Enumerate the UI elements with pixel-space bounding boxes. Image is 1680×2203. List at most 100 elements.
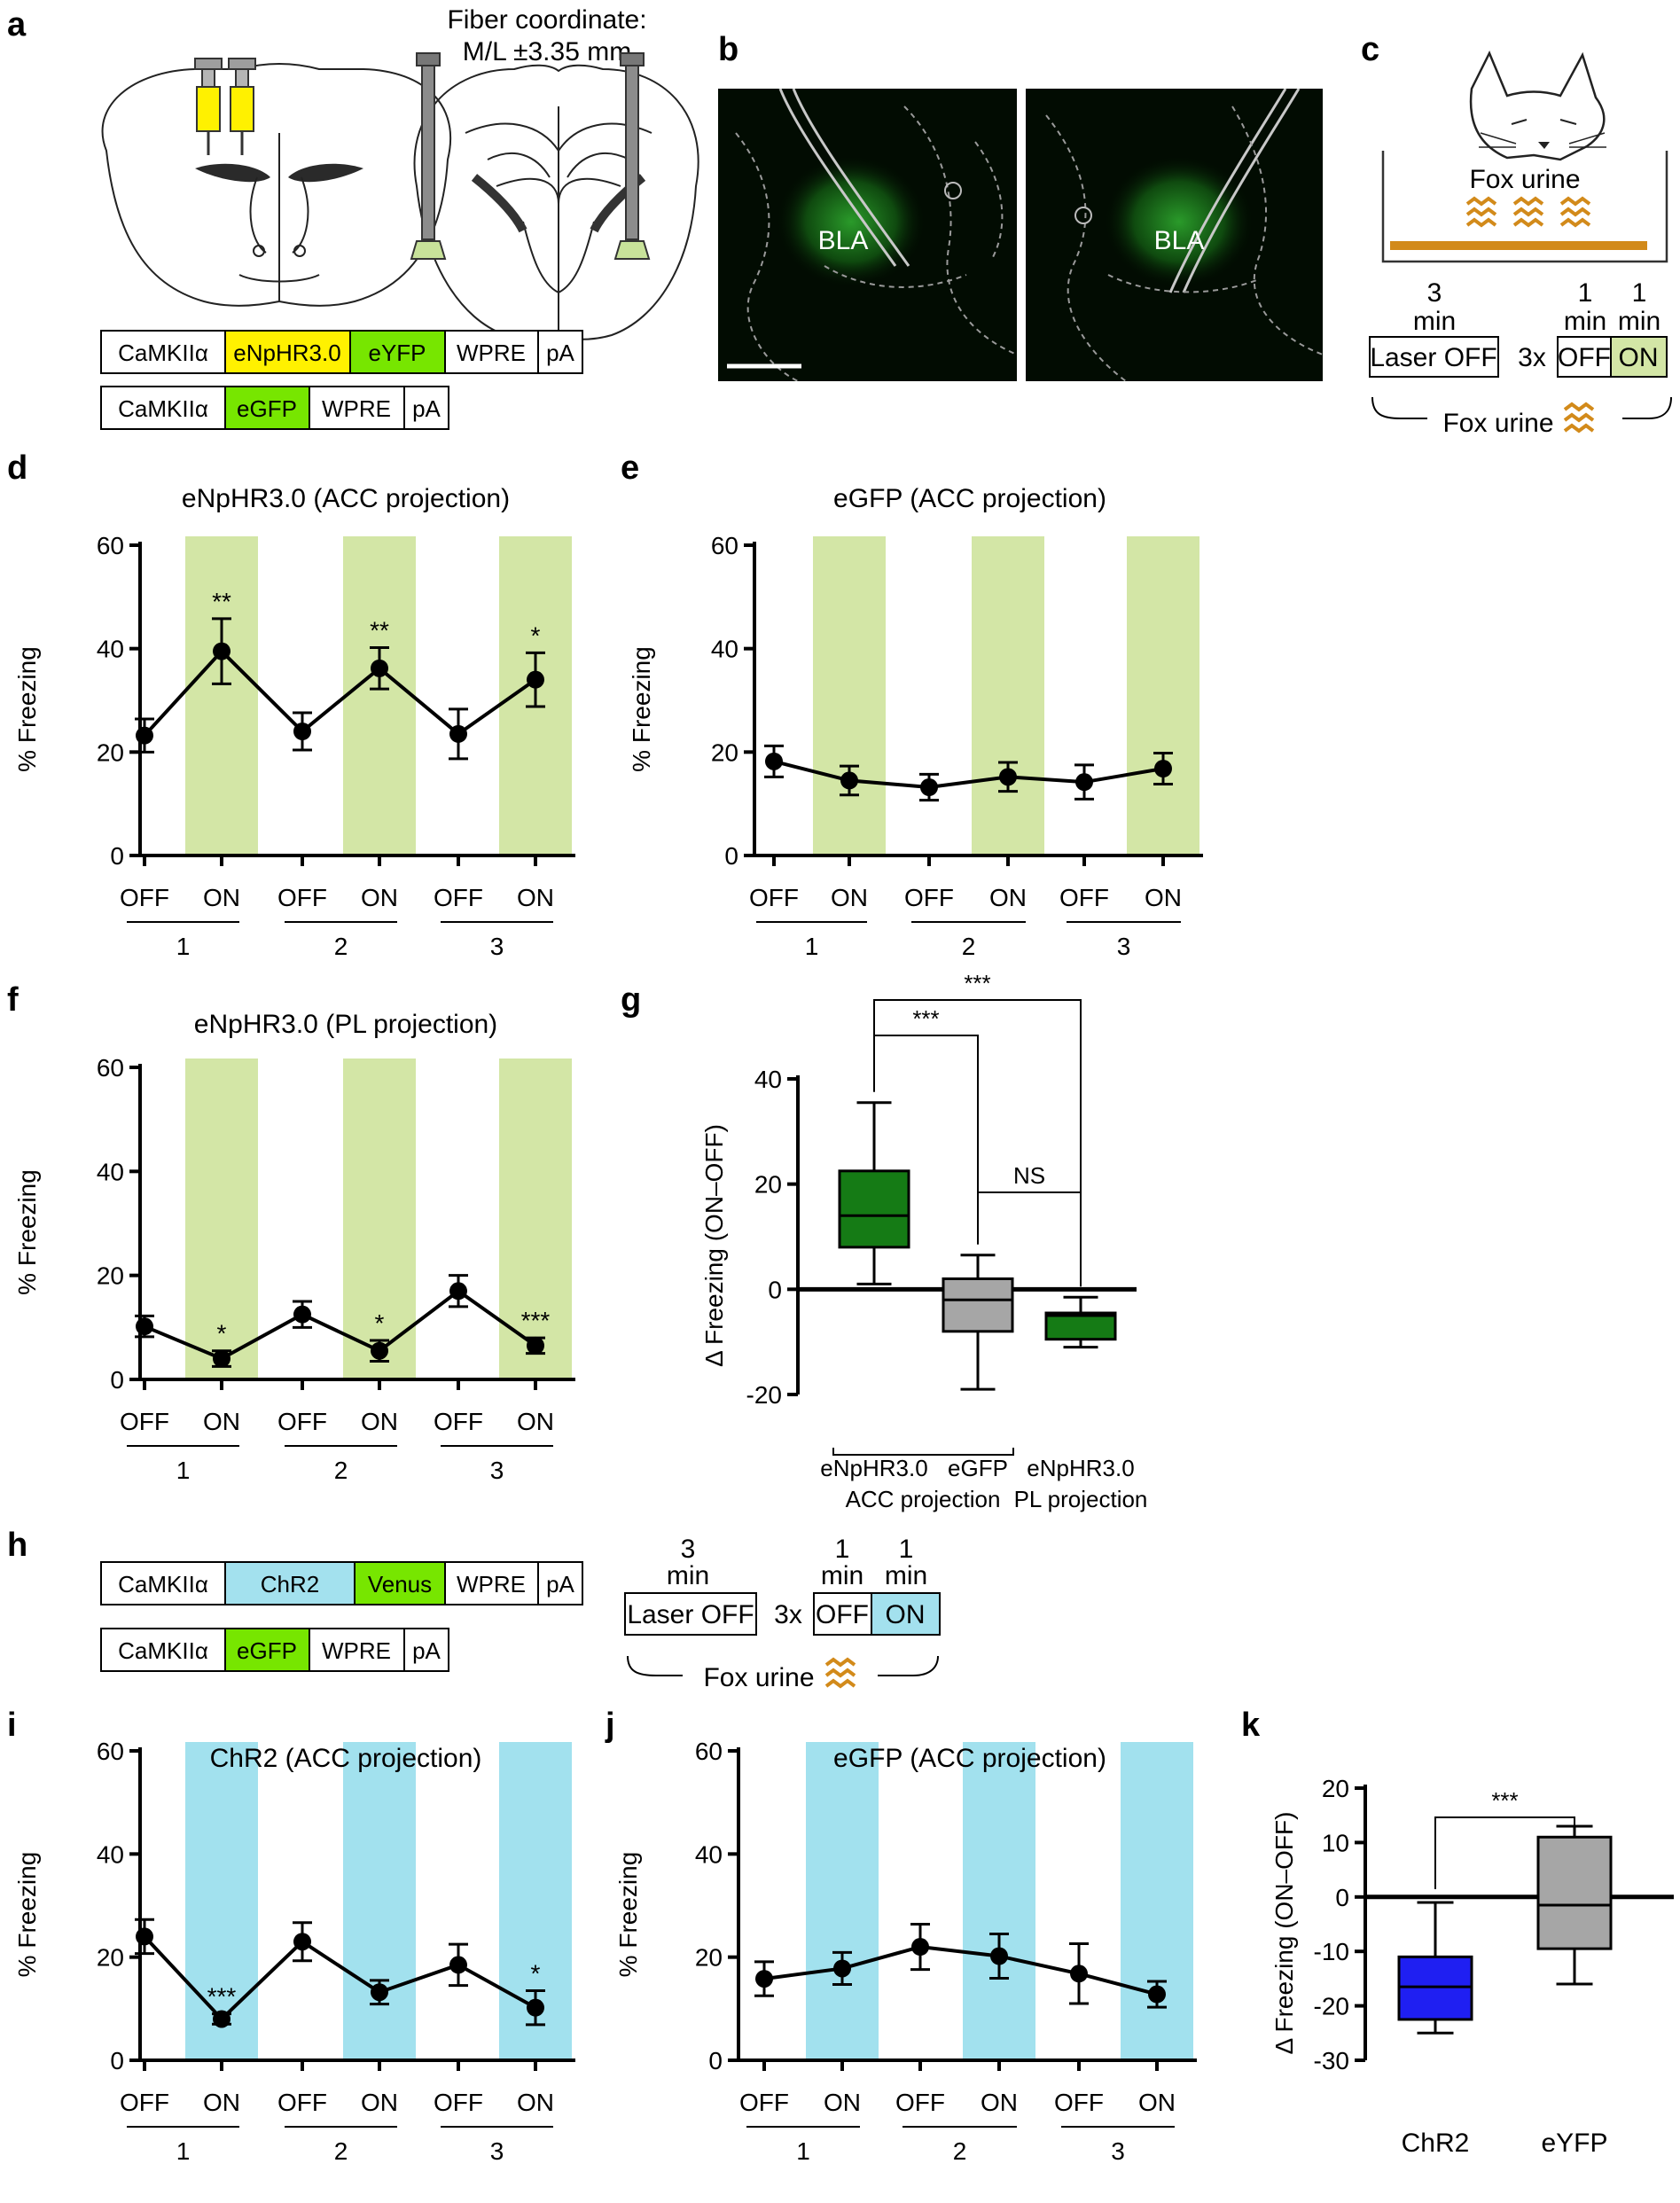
data-point [136, 1927, 153, 1946]
chart-g: -20 0 20 40 Δ Freezing (ON–OFF) eNpHR3.0 eGFP e… [700, 970, 1147, 1512]
group-label: 1 [176, 2137, 191, 2165]
fox-urine-icon [1563, 402, 1595, 434]
construct-cell: WPRE [322, 1637, 391, 1664]
fox-urine-label: Fox urine [703, 1663, 814, 1692]
histology-right [1026, 89, 1323, 381]
fox-urine-icon [1465, 196, 1591, 228]
construct-cell: CaMKIIα [118, 340, 208, 366]
x-tick-label: ON [517, 1408, 554, 1435]
comparison-bracket [977, 1191, 1082, 1287]
y-tick-label: 0 [768, 1276, 782, 1303]
significance-marker: * [375, 1309, 385, 1337]
x-tick-label: ON [517, 884, 554, 911]
x-tick-label: OFF [895, 2089, 945, 2116]
laser-off-box [1369, 336, 1499, 378]
group-label: 3 [1111, 2137, 1125, 2165]
group-label: 3 [1117, 933, 1131, 960]
on-label: ON [1619, 343, 1659, 372]
group-label: 1 [176, 933, 191, 960]
x-tick-label: OFF [434, 1408, 483, 1435]
construct-cell: pA [412, 395, 441, 422]
y-tick-label: 10 [1322, 1829, 1349, 1856]
construct-cell: eGFP [237, 395, 297, 422]
data-point [911, 1938, 929, 1957]
construct-cell: WPRE [457, 340, 526, 366]
data-point [755, 1970, 773, 1988]
brain-schematic-left [101, 63, 452, 307]
on-period-shade [813, 536, 886, 855]
category-label: eGFP [948, 1455, 1008, 1481]
y-tick-label: 20 [97, 1944, 124, 1972]
data-point [990, 1947, 1008, 1965]
construct-enphr3: CaMKIIα eNpHR3.0 eYFP WPRE pA [100, 330, 583, 374]
on-label: ON [886, 1600, 926, 1629]
x-tick-label: OFF [1059, 884, 1109, 911]
construct-cell: Venus [368, 1571, 432, 1598]
group-label: 2 [953, 2137, 967, 2165]
x-tick-label: OFF [739, 2089, 789, 2116]
panel-label-f: f [7, 981, 19, 1019]
group-label: 1 [796, 2137, 810, 2165]
time-label: 1 [899, 1535, 914, 1564]
significance-marker: * [531, 621, 541, 649]
data-point [527, 1998, 544, 2017]
comparison-bracket [1434, 1816, 1575, 1889]
bla-label-left: BLA [818, 226, 869, 255]
construct-cell: CaMKIIα [118, 1571, 208, 1598]
group-bracket [832, 1448, 1014, 1456]
chart-title: eNpHR3.0 (ACC projection) [182, 484, 510, 513]
construct-cell: eNpHR3.0 [233, 340, 340, 366]
construct-cell: pA [546, 340, 574, 366]
significance-marker: *** [207, 1983, 237, 2011]
data-point [449, 1282, 467, 1301]
histology-left [718, 89, 1017, 381]
time-label: 1 [835, 1535, 850, 1564]
y-axis-label: % Freezing [13, 646, 41, 772]
chart-f: eNpHR3.0 (PL projection) 0 20 40 60 OFF ON OFF O… [13, 1010, 575, 1484]
data-point [527, 670, 544, 689]
panel-label-i: i [7, 1707, 17, 1744]
group-label: 2 [962, 933, 976, 960]
off-box [813, 1592, 872, 1636]
off-box [1557, 336, 1612, 378]
brace [627, 1655, 939, 1676]
box [942, 1277, 1014, 1333]
series-line [763, 1945, 1158, 1996]
x-tick-label: ON [831, 884, 868, 911]
fox-drawing [1469, 50, 1606, 161]
repeat-label: 3x [1518, 343, 1546, 372]
group-label: 1 [805, 933, 819, 960]
data-point [293, 1933, 311, 1951]
category-label: eNpHR3.0 [1027, 1455, 1134, 1481]
on-box [1610, 336, 1668, 378]
injection-syringes [194, 58, 256, 155]
laser-off-box [624, 1592, 757, 1636]
panel-label-d: d [7, 449, 27, 487]
data-point [999, 768, 1017, 786]
on-box [871, 1592, 941, 1636]
y-tick-label: 0 [724, 842, 738, 870]
fox-urine-label-top: Fox urine [1469, 165, 1580, 194]
on-period-shade [185, 536, 258, 855]
y-tick-label: 40 [754, 1066, 782, 1093]
construct-cell: CaMKIIα [118, 395, 208, 422]
brace [1371, 396, 1672, 419]
time-unit: min [1413, 307, 1456, 336]
y-tick-label: 0 [110, 1366, 124, 1394]
data-point [136, 726, 153, 745]
data-point [213, 2010, 231, 2028]
chart-title: eNpHR3.0 (PL projection) [194, 1010, 497, 1039]
on-period-shade [343, 1059, 416, 1379]
y-tick-label: 0 [1335, 1884, 1349, 1911]
chart-title: eGFP (ACC projection) [833, 1744, 1106, 1773]
data-point [293, 1305, 311, 1324]
time-unit: min [885, 1561, 927, 1590]
panel-label-j: j [605, 1707, 615, 1744]
fox-urine-label-bottom: Fox urine [1442, 409, 1553, 438]
y-tick-label: 20 [711, 738, 738, 766]
construct-cell: eYFP [368, 340, 426, 366]
x-tick-label: ON [203, 1408, 240, 1435]
y-axis-label: % Freezing [628, 646, 655, 772]
y-tick-label: 20 [97, 738, 124, 766]
